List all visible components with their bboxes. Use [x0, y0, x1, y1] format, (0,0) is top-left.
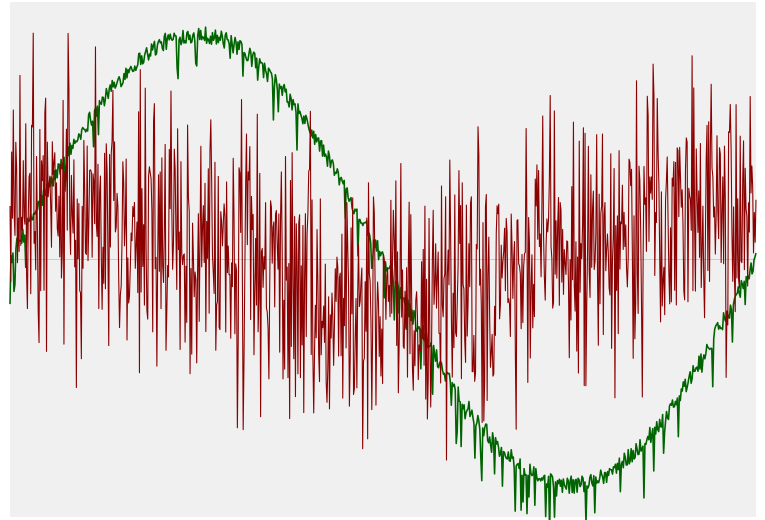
series-line-sine [9, 26, 757, 520]
series-layer [9, 26, 757, 520]
series-line-noisy [9, 32, 757, 461]
